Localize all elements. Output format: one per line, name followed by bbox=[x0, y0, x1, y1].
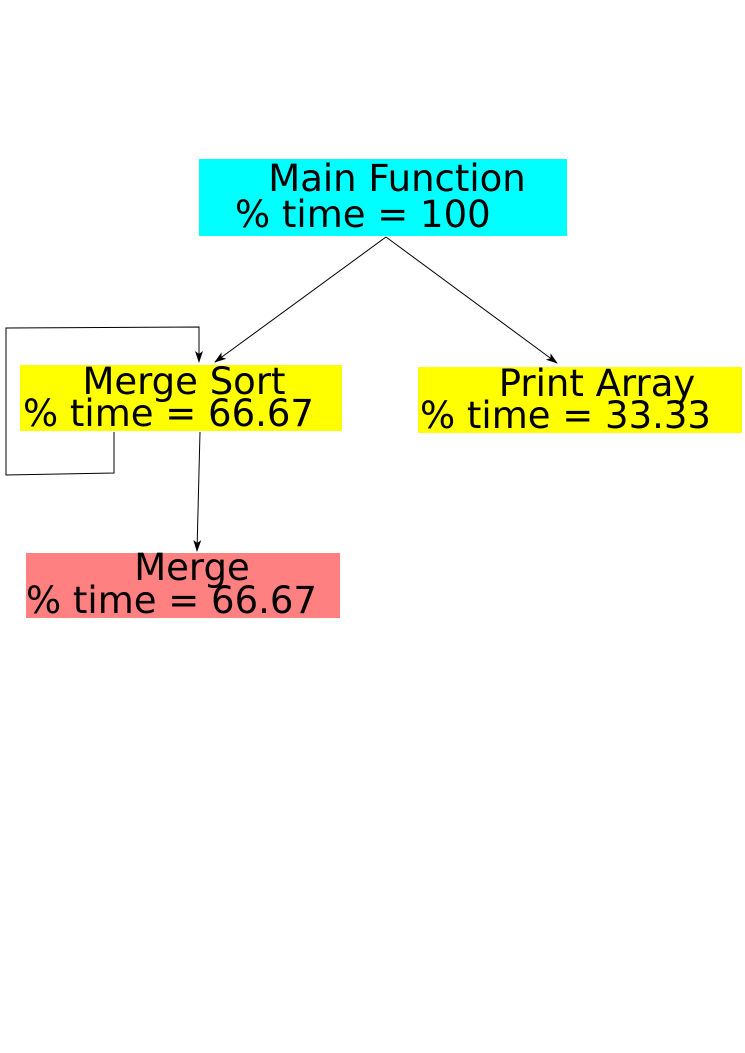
node-print-array-time: % time = 33.33 bbox=[420, 394, 711, 437]
edge-mergesort-to-merge bbox=[193, 431, 202, 552]
node-print-array: Print Array % time = 33.33 bbox=[418, 362, 742, 437]
node-main-function: Main Function % time = 100 bbox=[199, 159, 567, 236]
node-merge-sort-name: Merge Sort bbox=[82, 360, 286, 403]
node-main-function-name: Main Function bbox=[268, 157, 526, 200]
node-merge-name: Merge bbox=[134, 546, 250, 589]
node-merge-time: % time = 66.67 bbox=[26, 579, 317, 622]
node-main-function-time: % time = 100 bbox=[235, 193, 491, 236]
node-print-array-name: Print Array bbox=[498, 362, 696, 405]
node-merge: Merge % time = 66.67 bbox=[26, 546, 340, 622]
node-merge-sort-time: % time = 66.67 bbox=[23, 392, 314, 435]
node-merge-sort: Merge Sort % time = 66.67 bbox=[20, 360, 342, 435]
edge-mergesort-self-loop bbox=[5, 326, 203, 476]
edge-main-to-printarray bbox=[385, 236, 558, 364]
edge-main-to-mergesort bbox=[214, 236, 387, 363]
